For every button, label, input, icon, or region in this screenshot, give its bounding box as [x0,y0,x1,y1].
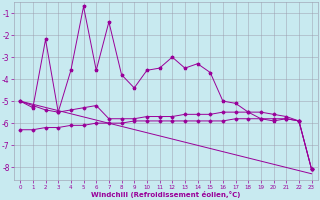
X-axis label: Windchill (Refroidissement éolien,°C): Windchill (Refroidissement éolien,°C) [91,191,241,198]
